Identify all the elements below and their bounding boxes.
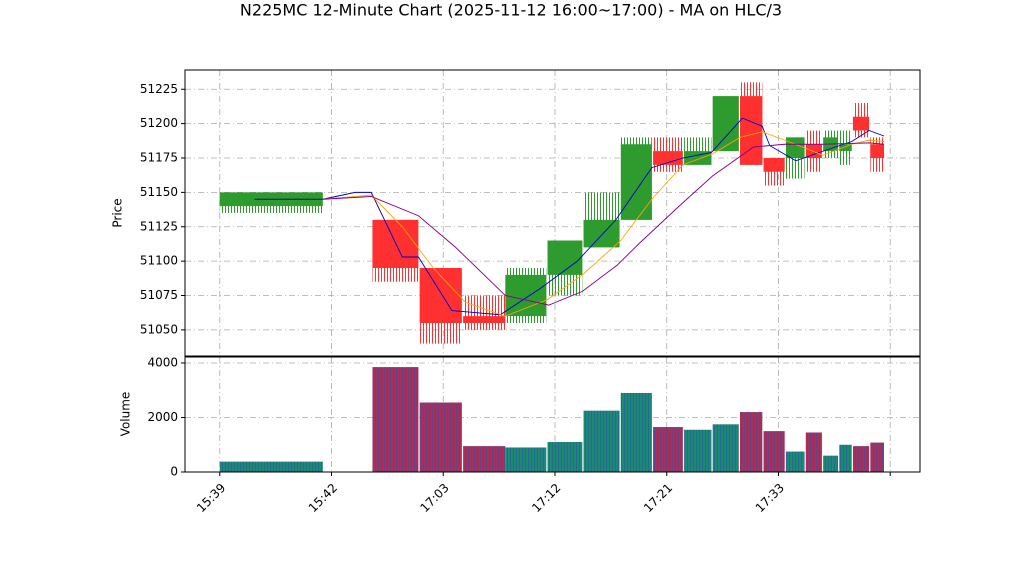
volume-bar	[684, 429, 712, 472]
candle-body	[739, 96, 763, 165]
y-tick-label: 51075	[140, 288, 178, 302]
chart-title: N225MC 12-Minute Chart (2025-11-12 16:00…	[240, 1, 782, 20]
volume-bar	[219, 461, 323, 472]
volume-panel-frame	[184, 356, 921, 473]
candle-body	[372, 219, 419, 268]
x-tick-label: 17:33	[753, 481, 787, 515]
y-tick-label: 4000	[147, 355, 178, 369]
candle-body	[852, 116, 870, 131]
x-tick-label: 17:21	[641, 481, 675, 515]
y-tick-label: 51125	[140, 219, 178, 233]
volume-bar	[823, 455, 839, 472]
volume-bar	[620, 392, 652, 472]
volume-bar	[372, 367, 419, 472]
candle-body	[505, 274, 547, 317]
candle-body	[870, 144, 884, 158]
volume-axis-label: Volume	[119, 392, 133, 437]
ma-line	[254, 117, 885, 316]
volume-bar	[739, 412, 763, 472]
price-panel-frame	[184, 69, 921, 357]
volume-bar	[547, 442, 583, 472]
candle-body	[463, 316, 506, 323]
y-tick-label: 51225	[140, 82, 178, 96]
y-tick-label: 51100	[140, 254, 178, 268]
x-tick-label: 17:03	[417, 481, 451, 515]
candle-body	[583, 219, 620, 248]
candle-body	[839, 144, 852, 152]
volume-bar	[653, 427, 683, 472]
candle-body	[712, 96, 739, 152]
candle-body	[785, 137, 805, 158]
candle-body	[763, 158, 785, 172]
volume-bar	[785, 451, 805, 472]
y-tick-label: 2000	[147, 410, 178, 424]
volume-bar	[852, 446, 870, 472]
y-tick-label: 51175	[140, 151, 178, 165]
y-tick-label: 51050	[140, 322, 178, 336]
ma-line	[322, 142, 885, 306]
volume-bar	[419, 402, 462, 472]
volume-bar	[463, 446, 506, 472]
volume-bar	[505, 447, 547, 472]
y-tick-label: 0	[170, 465, 178, 479]
y-tick-label: 51150	[140, 185, 178, 199]
volume-bar	[839, 444, 852, 472]
volume-bar	[763, 431, 785, 472]
x-tick-label: 17:12	[529, 481, 563, 515]
x-tick-label: 15:42	[306, 481, 340, 515]
ma-line	[322, 131, 885, 317]
volume-bar	[805, 432, 822, 472]
y-tick-label: 51200	[140, 116, 178, 130]
candle-wick	[463, 295, 506, 330]
volume-bar	[712, 424, 739, 472]
volume-bar	[870, 442, 884, 472]
candle-body	[653, 151, 683, 165]
candle-body	[547, 240, 583, 275]
volume-bar	[583, 410, 620, 472]
candle-body	[620, 144, 652, 220]
y-axis-label: Price	[111, 198, 125, 227]
candle-body	[419, 268, 462, 323]
x-tick-label: 15:39	[194, 481, 228, 515]
